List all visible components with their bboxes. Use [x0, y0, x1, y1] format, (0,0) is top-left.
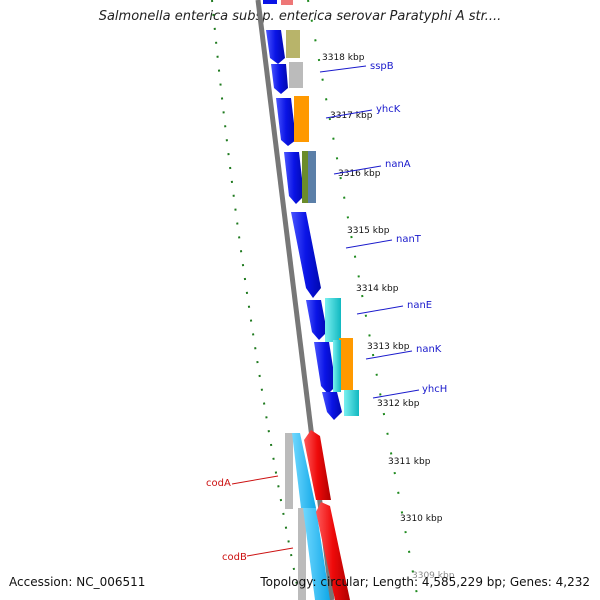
cog-track-yhcH — [344, 390, 359, 416]
cog-track-nanK-2 — [333, 340, 341, 392]
leader-nanK — [365, 350, 413, 360]
kbp-axis: 3318 kbp 3317 kbp 3316 kbp 3315 kbp 3314… — [322, 53, 455, 581]
cog-track-nanA-2 — [308, 151, 316, 203]
gene-label-nanK[interactable]: nanK — [416, 344, 442, 355]
leader-yhcH — [372, 389, 420, 399]
gene-label-sspB[interactable]: sspB — [370, 61, 394, 72]
reverse-strand-track — [285, 430, 350, 600]
forward-gene-labels: sspB yhcK nanA nanT nanE nanK yhcH — [319, 61, 447, 399]
gene-label-nanT[interactable]: nanT — [396, 234, 422, 245]
cog-track-nanK — [339, 338, 353, 390]
cds-codB[interactable] — [303, 508, 330, 600]
gene-label-codB[interactable]: codB — [222, 552, 247, 563]
leader-yhcK — [325, 109, 373, 119]
cog-track-sspB-2 — [289, 62, 303, 88]
cds-codA[interactable] — [292, 433, 316, 508]
gc-skew-track — [211, 0, 301, 600]
cog-track-sspB — [286, 30, 300, 58]
cds-top-red[interactable] — [281, 0, 293, 5]
cds-sspB-2[interactable] — [271, 64, 288, 94]
kbp-label-3311: 3311 kbp — [388, 457, 431, 467]
kbp-label-3312: 3312 kbp — [377, 399, 420, 409]
cds-nanK[interactable] — [314, 342, 336, 394]
gene-label-nanA[interactable]: nanA — [385, 159, 411, 170]
leader-nanE — [356, 305, 404, 315]
cog-track-codA — [285, 433, 293, 509]
kbp-label-3318: 3318 kbp — [322, 53, 365, 63]
cds-codB-red[interactable] — [316, 502, 350, 600]
gene-label-nanE[interactable]: nanE — [407, 300, 432, 311]
cds-nanA[interactable] — [284, 152, 304, 204]
kbp-label-3310: 3310 kbp — [400, 514, 443, 524]
forward-strand-track — [266, 30, 359, 420]
leader-nanT — [345, 239, 393, 249]
cds-codA-red[interactable] — [304, 430, 331, 500]
leader-codA — [231, 475, 279, 485]
genome-summary-text: Topology: circular; Length: 4,585,229 bp… — [260, 575, 590, 589]
cds-sspB[interactable] — [266, 30, 285, 64]
reverse-gene-labels: codA codB — [206, 475, 294, 563]
leader-nanA — [333, 165, 382, 175]
gene-label-yhcH[interactable]: yhcH — [422, 384, 447, 395]
kbp-label-3313: 3313 kbp — [367, 342, 410, 352]
accession-text: Accession: NC_006511 — [9, 575, 146, 589]
leader-sspB — [319, 65, 367, 73]
kbp-label-3316: 3316 kbp — [338, 169, 381, 179]
cog-track-yhcK — [294, 96, 309, 142]
kbp-label-3317: 3317 kbp — [330, 111, 373, 121]
cog-track-nanE — [325, 298, 341, 342]
cds-top-blue[interactable] — [263, 0, 277, 4]
kbp-label-3309: 3309 kbp — [412, 571, 455, 581]
cds-yhcK[interactable] — [276, 98, 296, 146]
gene-label-yhcK[interactable]: yhcK — [376, 104, 401, 115]
gene-label-codA[interactable]: codA — [206, 478, 231, 489]
kbp-label-3315: 3315 kbp — [347, 226, 390, 236]
map-title: Salmonella enterica subsp. enterica sero… — [98, 9, 502, 24]
cog-track-codB — [298, 508, 306, 600]
cds-nanE[interactable] — [306, 300, 327, 340]
kbp-label-3314: 3314 kbp — [356, 284, 399, 294]
cds-nanT[interactable] — [291, 212, 321, 298]
cog-track-nanA — [302, 151, 308, 203]
cds-yhcH[interactable] — [322, 392, 342, 420]
leader-codB — [246, 547, 294, 557]
